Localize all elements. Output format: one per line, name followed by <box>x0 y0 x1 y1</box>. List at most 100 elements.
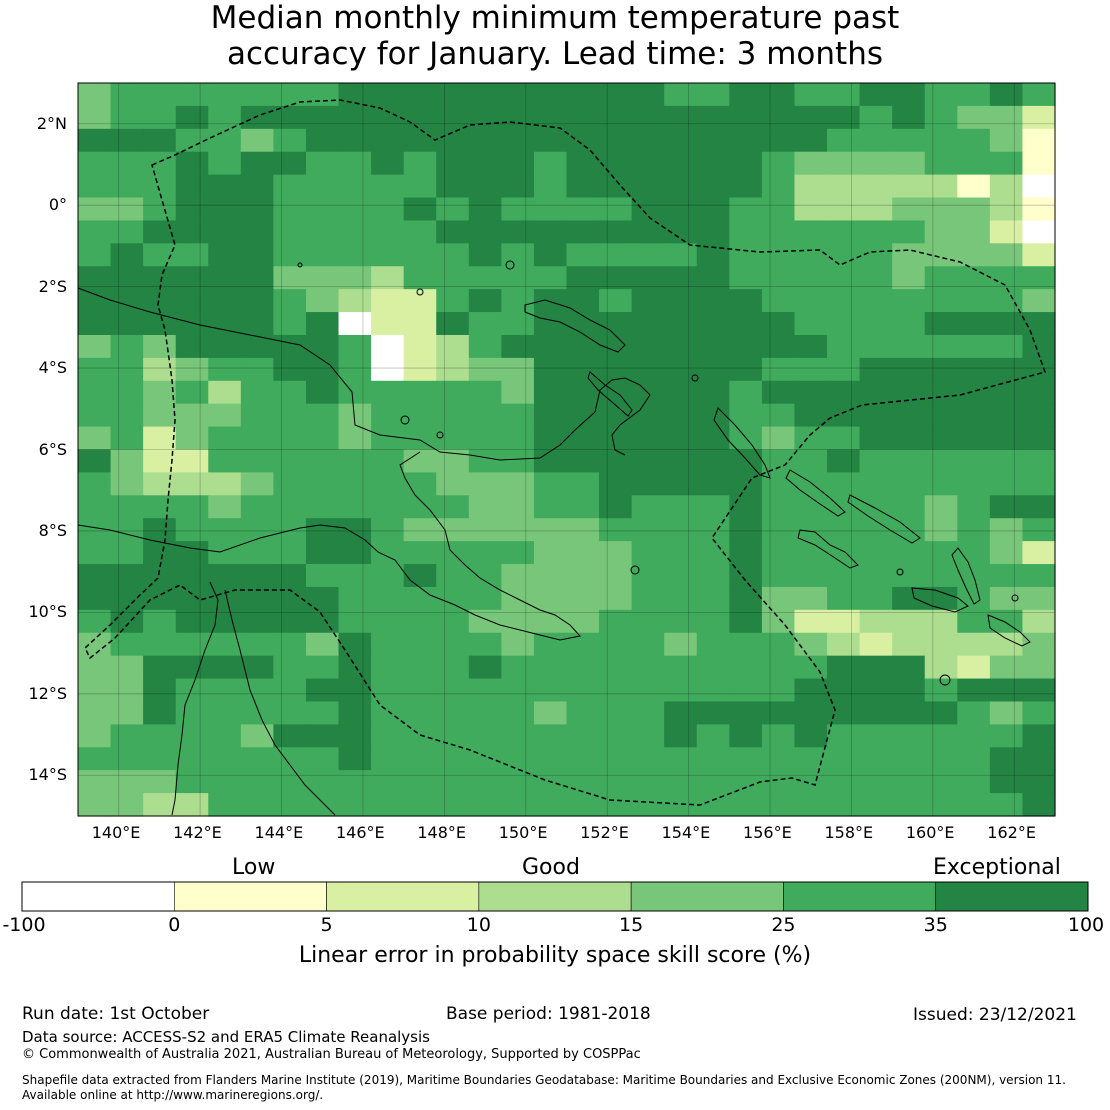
skill-cell <box>240 105 274 130</box>
skill-cell <box>338 312 372 336</box>
skill-cell <box>729 655 763 680</box>
skill-cell <box>78 518 112 542</box>
skill-cell <box>729 83 763 107</box>
skill-cell <box>696 495 730 519</box>
title-line-2: accuracy for January. Lead time: 3 month… <box>226 36 883 72</box>
skill-cell <box>143 770 177 794</box>
skill-cell <box>110 197 144 222</box>
skill-cell <box>208 747 242 771</box>
skill-cell <box>859 426 893 451</box>
skill-cell <box>501 105 535 130</box>
skill-cell <box>631 770 665 794</box>
skill-cell <box>273 564 307 588</box>
skill-cell <box>566 334 600 359</box>
skill-cell <box>436 357 470 382</box>
colorbar-segment <box>173 881 327 912</box>
skill-cell <box>78 678 112 703</box>
skill-cell <box>240 83 274 107</box>
skill-cell <box>273 586 307 611</box>
skill-cell <box>859 586 893 611</box>
skill-cell <box>403 564 437 588</box>
longitude-label: 158°E <box>824 823 874 842</box>
skill-cell <box>566 586 600 611</box>
skill-cell <box>761 472 796 496</box>
skill-cell <box>566 83 600 107</box>
skill-cell <box>240 770 274 794</box>
skill-cell <box>208 655 242 680</box>
skill-cell <box>892 128 926 153</box>
skill-cell <box>664 426 698 451</box>
skill-cell <box>273 357 307 382</box>
coastline-new-georgia <box>797 529 859 569</box>
skill-cell <box>110 357 144 382</box>
skill-cell <box>1022 151 1056 176</box>
skill-cell <box>566 701 600 725</box>
skill-cell <box>240 128 274 153</box>
longitude-label: 156°E <box>743 823 792 842</box>
skill-cell <box>924 770 958 794</box>
skill-cell <box>305 334 340 359</box>
skill-cell <box>501 312 535 336</box>
skill-cell <box>1022 449 1056 474</box>
skill-cell <box>696 380 730 405</box>
skill-cell <box>403 357 437 382</box>
skill-cell <box>468 770 502 794</box>
skill-cell <box>566 197 600 222</box>
skill-cell <box>468 586 502 611</box>
skill-cell <box>957 220 991 244</box>
skill-cell <box>989 105 1024 130</box>
skill-cell <box>696 266 730 290</box>
skill-cell <box>403 105 437 130</box>
longitude-label: 160°E <box>905 823 955 842</box>
skill-cell <box>208 564 242 588</box>
skill-cell <box>208 518 242 542</box>
skill-cell <box>696 449 730 474</box>
skill-cell <box>240 609 274 634</box>
skill-cell <box>1022 243 1056 267</box>
skill-cell <box>468 701 502 725</box>
skill-cell <box>566 380 600 405</box>
skill-cell <box>696 83 730 107</box>
skill-cell <box>501 151 535 176</box>
skill-cell <box>175 472 209 496</box>
skill-cell <box>240 495 274 519</box>
skill-cell <box>175 632 209 657</box>
skill-cell <box>761 518 796 542</box>
skill-cell <box>273 403 307 428</box>
skill-cell <box>338 586 372 611</box>
skill-cell <box>664 128 698 153</box>
skill-cell <box>533 403 568 428</box>
skill-cell <box>436 472 470 496</box>
skill-cell <box>436 747 470 771</box>
skill-cell <box>566 449 600 474</box>
skill-cell <box>208 266 242 290</box>
skill-cell <box>338 793 372 817</box>
skill-cell <box>305 770 340 794</box>
skill-cell <box>240 564 274 588</box>
skill-cell <box>468 128 502 153</box>
skill-cell <box>371 449 405 474</box>
skill-cell <box>371 724 405 748</box>
skill-cell <box>989 403 1024 428</box>
skill-cell <box>338 380 372 405</box>
skill-cell <box>761 151 796 176</box>
skill-cell <box>696 151 730 176</box>
skill-cell <box>371 357 405 382</box>
colorbar-tick-label: 5 <box>320 914 333 936</box>
skill-cell <box>110 289 144 313</box>
skill-cell <box>468 678 502 703</box>
skill-cell <box>566 495 600 519</box>
colorbar-label: Linear error in probability space skill … <box>298 943 812 968</box>
skill-cell <box>631 105 665 130</box>
skill-cell <box>240 655 274 680</box>
skill-cell <box>631 586 665 611</box>
skill-cell <box>403 151 437 176</box>
copyright: © Commonwealth of Australia 2021, Austra… <box>22 1047 641 1062</box>
skill-cell <box>305 357 340 382</box>
skill-cell <box>436 128 470 153</box>
skill-cell <box>664 83 698 107</box>
skill-cell <box>892 105 926 130</box>
skill-cell <box>599 174 633 199</box>
colorbar-frame <box>21 881 1089 912</box>
skill-cell <box>501 678 535 703</box>
